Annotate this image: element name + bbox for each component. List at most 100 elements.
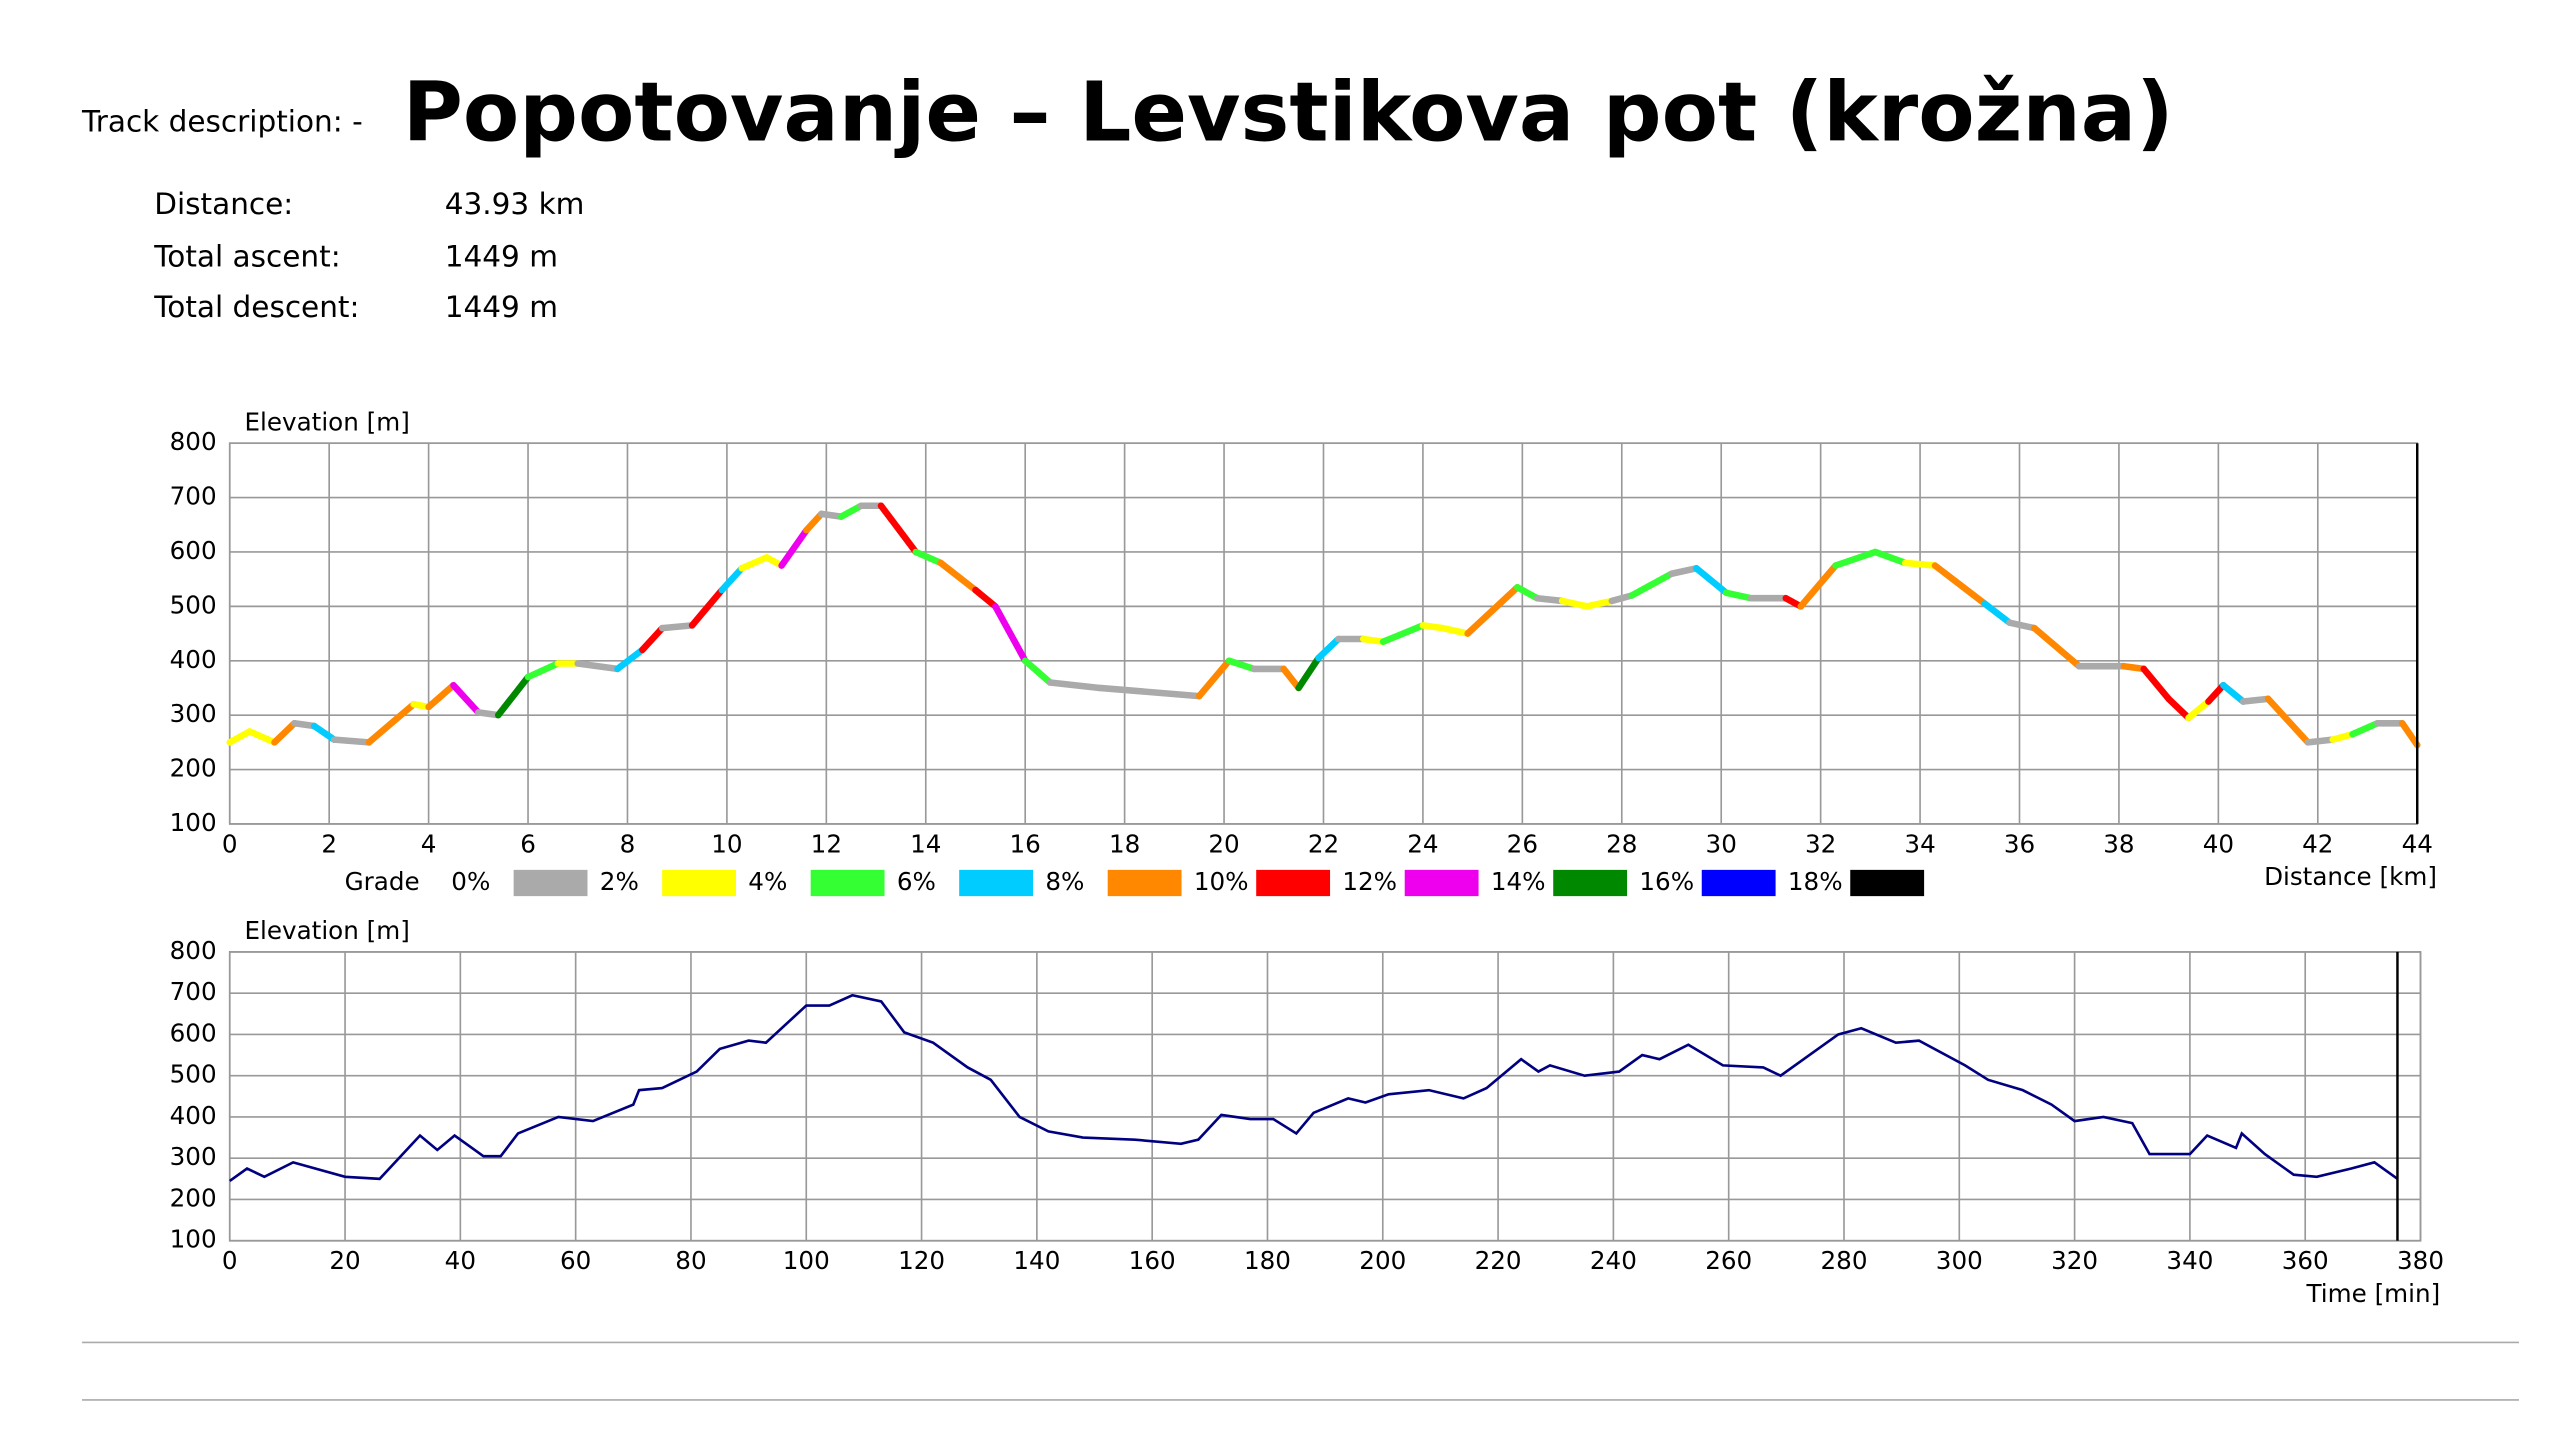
stat-label: Total ascent: xyxy=(153,239,340,273)
x-tick-label: 10 xyxy=(711,829,742,858)
grade-segment xyxy=(1225,657,1258,673)
grade-segment xyxy=(1693,565,1730,597)
x-tick-label: 260 xyxy=(1705,1246,1752,1275)
x-tick-label: 42 xyxy=(2302,829,2333,858)
y-axis-label: Elevation [m] xyxy=(245,916,410,945)
x-tick-label: 200 xyxy=(1359,1246,1406,1275)
grade-segment xyxy=(1558,597,1591,610)
grade-segment xyxy=(1359,635,1387,646)
y-tick-label: 200 xyxy=(170,754,217,783)
grade-segment xyxy=(1583,597,1616,610)
grade-segment xyxy=(1046,679,1104,692)
grade-segment xyxy=(1981,600,2013,626)
grade-segment xyxy=(1439,624,1471,637)
grade-segment xyxy=(688,586,726,629)
x-tick-label: 24 xyxy=(1407,829,1438,858)
x-tick-label: 18 xyxy=(1109,829,1140,858)
x-tick-label: 36 xyxy=(2004,829,2035,858)
stat-label: Total descent: xyxy=(153,290,359,324)
grade-segment xyxy=(1722,589,1755,602)
x-tick-label: 14 xyxy=(910,829,941,858)
y-tick-label: 500 xyxy=(170,590,217,619)
grade-segment xyxy=(2031,624,2083,670)
grade-segment xyxy=(2006,619,2038,632)
grade-segment xyxy=(1464,584,1521,637)
legend-title: Grade xyxy=(345,867,420,896)
track-description: Track description: - xyxy=(81,105,363,139)
grade-segment xyxy=(524,660,562,681)
grade-segment xyxy=(718,565,746,594)
grade-segment xyxy=(291,720,318,730)
x-tick-label: 220 xyxy=(1475,1246,1522,1275)
grade-segment xyxy=(1280,665,1302,692)
legend-swatch xyxy=(959,869,1034,897)
legend-label: 4% xyxy=(748,867,787,896)
grade-segment xyxy=(310,722,338,743)
grade-segment xyxy=(2220,681,2247,705)
grade-segment xyxy=(2205,681,2227,705)
grade-segment xyxy=(1668,565,1700,578)
grade-segment xyxy=(1872,548,1909,567)
x-tick-label: 8 xyxy=(620,829,636,858)
grade-segment xyxy=(778,526,810,569)
stat-value: 1449 m xyxy=(445,290,558,324)
grade-segment xyxy=(1419,622,1447,632)
stat-value: 43.93 km xyxy=(445,187,585,221)
y-tick-label: 400 xyxy=(170,645,217,674)
x-tick-label: 300 xyxy=(1936,1246,1983,1275)
x-tick-label: 360 xyxy=(2282,1246,2329,1275)
legend-label: 2% xyxy=(600,867,639,896)
grade-segment xyxy=(2165,695,2192,722)
grade-segment xyxy=(2349,720,2381,738)
grade-segment xyxy=(738,554,770,572)
x-tick-label: 0 xyxy=(222,1246,238,1275)
legend-label: 8% xyxy=(1045,867,1084,896)
title: Popotovanje – Levstikova pot (krožna) xyxy=(403,66,2174,161)
x-tick-label: 38 xyxy=(2103,829,2134,858)
x-tick-label: 40 xyxy=(2203,829,2234,858)
x-tick-label: 160 xyxy=(1129,1246,1176,1275)
grade-segment xyxy=(475,709,502,719)
grade-segment xyxy=(2329,730,2356,743)
x-tick-label: 40 xyxy=(445,1246,476,1275)
y-tick-label: 300 xyxy=(170,1142,217,1171)
grade-segment xyxy=(246,728,278,746)
x-tick-label: 20 xyxy=(329,1246,360,1275)
grade-segment xyxy=(937,559,979,594)
grade-segment xyxy=(365,700,417,746)
legend-swatch xyxy=(1553,869,1628,897)
y-tick-label: 700 xyxy=(170,977,217,1006)
y-tick-label: 800 xyxy=(170,427,217,456)
legend-label: 10% xyxy=(1194,867,1249,896)
x-tick-label: 120 xyxy=(898,1246,945,1275)
grade-segment xyxy=(877,502,920,556)
elevation-line xyxy=(228,993,2399,1182)
legend-swatch xyxy=(1701,869,1776,897)
grade-segment xyxy=(1628,570,1675,599)
legend-label: 0% xyxy=(451,867,490,896)
legend-swatch xyxy=(810,869,885,897)
x-tick-label: 4 xyxy=(421,829,437,858)
legend-swatch xyxy=(1404,869,1479,897)
y-tick-label: 200 xyxy=(170,1183,217,1212)
x-axis-label: Distance [km] xyxy=(2264,862,2437,891)
grade-segment xyxy=(818,510,845,520)
x-tick-label: 26 xyxy=(1507,829,1538,858)
grade-segment xyxy=(1832,548,1879,569)
x-tick-label: 100 xyxy=(783,1246,830,1275)
grade-segment xyxy=(1533,594,1566,605)
legend-swatch xyxy=(513,869,588,897)
grade-segment xyxy=(1514,584,1541,602)
x-tick-label: 320 xyxy=(2051,1246,2098,1275)
x-tick-label: 80 xyxy=(675,1246,706,1275)
grade-segment xyxy=(2239,695,2272,705)
x-tick-label: 2 xyxy=(321,829,337,858)
grade-segment xyxy=(1295,654,1322,692)
legend-label: 12% xyxy=(1342,867,1397,896)
grade-segment xyxy=(2185,698,2212,722)
y-tick-label: 800 xyxy=(170,936,217,965)
grade-segment xyxy=(992,603,1029,665)
x-tick-label: 280 xyxy=(1821,1246,1868,1275)
